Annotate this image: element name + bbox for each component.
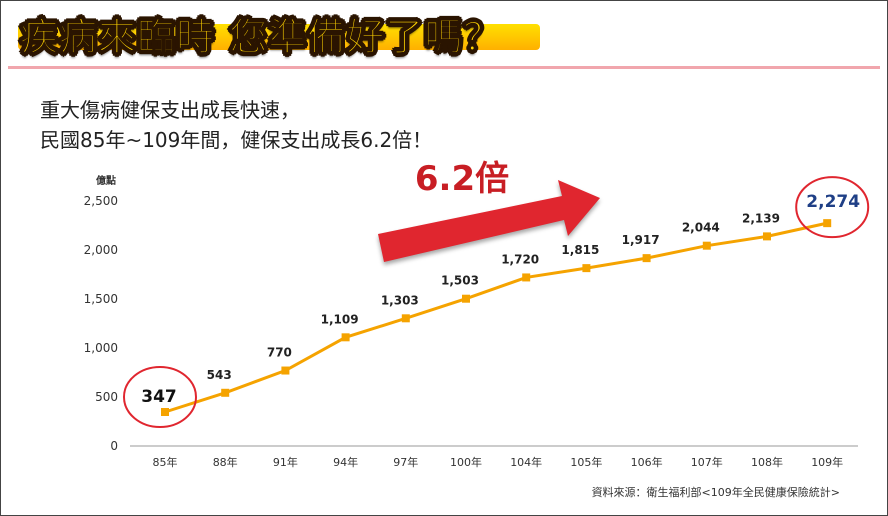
title-divider (8, 66, 880, 69)
y-tick-label: 2,500 (84, 194, 118, 208)
highlight-circle (123, 365, 197, 428)
data-point (281, 366, 290, 375)
y-tick-label: 1,000 (84, 341, 118, 355)
data-label: 1,917 (622, 233, 660, 247)
data-point (522, 273, 531, 282)
data-label: 1,720 (501, 252, 539, 266)
x-tick-label: 105年 (570, 455, 602, 469)
x-tick-label: 91年 (273, 455, 298, 469)
data-point (161, 407, 169, 416)
data-label: 2,139 (742, 211, 780, 225)
highlight-circle (795, 176, 870, 239)
y-tick-label: 1,500 (84, 292, 118, 306)
data-label: 1,109 (321, 312, 359, 326)
x-tick-label: 106年 (631, 455, 663, 469)
x-tick-label: 97年 (393, 455, 418, 469)
data-label: 770 (267, 346, 292, 360)
data-point (763, 232, 771, 241)
x-tick-label: 94年 (333, 455, 358, 469)
data-point (702, 241, 711, 250)
x-tick-label: 88年 (213, 455, 238, 469)
x-tick-label: 109年 (811, 455, 843, 469)
data-label: 2,274 (806, 192, 860, 212)
subtitle-line-1: 重大傷病健保支出成長快速， (40, 98, 300, 122)
y-axis-label: 億點 (96, 174, 116, 187)
data-point (462, 294, 470, 303)
subtitle-line-2: 民國85年~109年間，健保支出成長6.2倍！ (40, 128, 433, 152)
y-tick-label: 500 (95, 390, 118, 404)
title-highlight-bar (18, 24, 540, 50)
y-tick-label: 2,000 (84, 243, 118, 257)
data-label: 543 (207, 368, 232, 382)
source-note: 資料來源：衛生福利部<109年全民健康保險統計> (591, 486, 840, 499)
data-point (642, 254, 651, 263)
x-tick-label: 100年 (450, 455, 482, 469)
data-label: 1,815 (561, 243, 599, 257)
series-line (164, 221, 828, 414)
page-title: 疾病來臨時 您準備好了嗎？ (19, 15, 503, 60)
data-label: 1,503 (441, 274, 479, 288)
data-label: 347 (141, 387, 177, 407)
data-label: 2,044 (682, 221, 720, 235)
x-tick-label: 85年 (153, 455, 178, 469)
x-tick-label: 107年 (691, 455, 723, 469)
data-point (823, 219, 832, 228)
growth-arrow (378, 180, 600, 262)
growth-annotation: 6.2倍 (415, 159, 509, 199)
data-label: 1,303 (381, 293, 419, 307)
x-tick-label: 104年 (510, 455, 542, 469)
y-tick-label: 0 (110, 439, 118, 453)
data-point (401, 314, 410, 323)
x-tick-label: 108年 (751, 455, 783, 469)
data-point (341, 333, 350, 342)
data-point (582, 264, 591, 273)
data-point (221, 388, 230, 397)
